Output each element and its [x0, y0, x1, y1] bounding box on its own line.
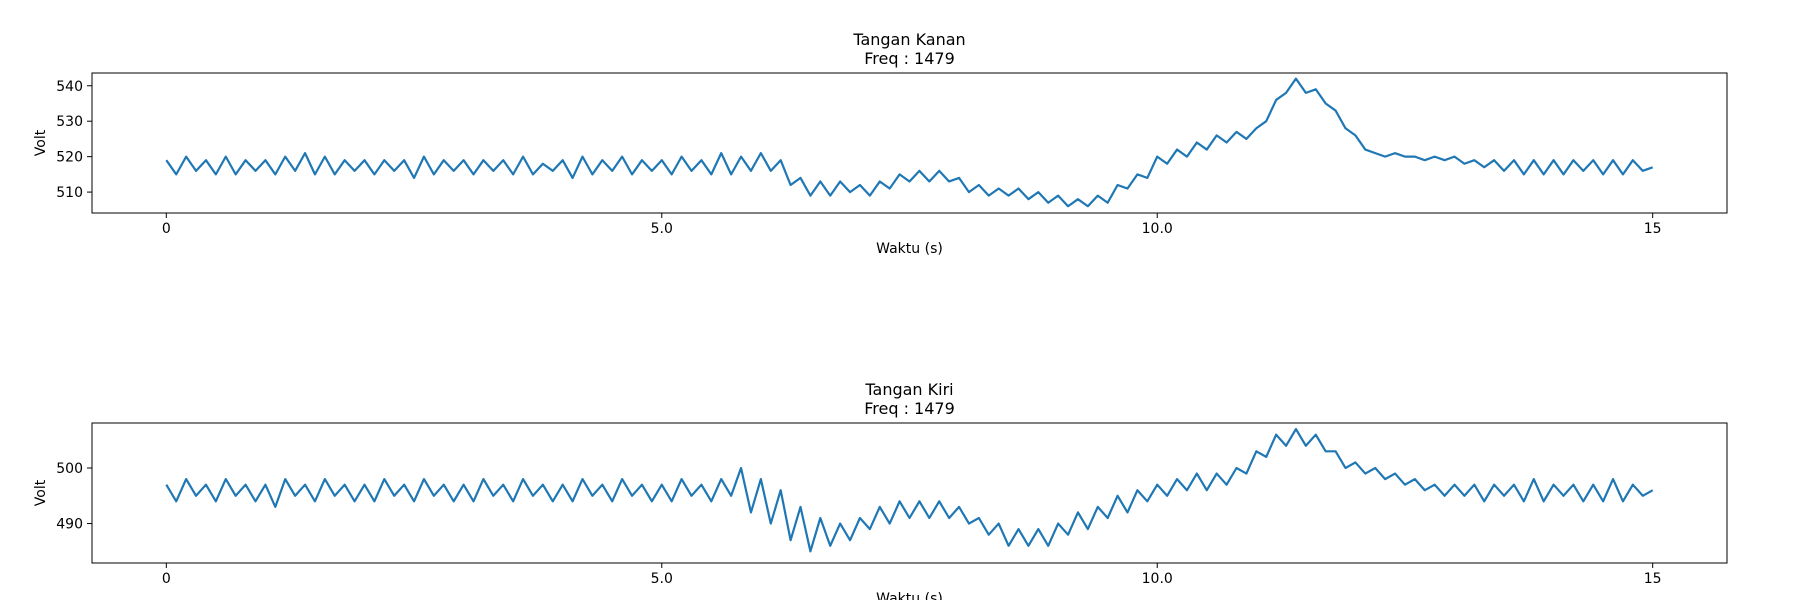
chart-subtitle: Freq : 1479: [864, 399, 955, 418]
y-tick-label: 490: [56, 517, 83, 533]
y-axis-label: Volt: [33, 479, 49, 506]
x-tick-label: 5.0: [651, 221, 673, 237]
plot-frame: [91, 422, 1728, 564]
x-tick-label: 10.0: [1142, 221, 1173, 237]
y-tick-label: 540: [56, 79, 83, 95]
x-tick-label: 10.0: [1142, 571, 1173, 587]
x-tick-label: 15: [1644, 571, 1662, 587]
y-tick-label: 500: [56, 461, 83, 477]
x-tick-label: 0: [162, 571, 171, 587]
chart-title: Tangan Kanan: [852, 30, 965, 49]
x-tick-label: 15: [1644, 221, 1662, 237]
signal-line: [165, 77, 1654, 208]
y-tick-label: 530: [56, 114, 83, 130]
y-tick-label: 520: [56, 150, 83, 166]
plot-frame: [91, 72, 1728, 214]
y-tick-label: 510: [56, 185, 83, 201]
x-axis-label: Waktu (s): [876, 591, 943, 600]
signal-line: [165, 428, 1654, 553]
x-tick-label: 0: [162, 221, 171, 237]
x-axis-label: Waktu (s): [876, 241, 943, 257]
chart-title: Tangan Kiri: [864, 380, 953, 399]
y-axis-label: Volt: [33, 129, 49, 156]
chart-subtitle: Freq : 1479: [864, 49, 955, 68]
x-tick-label: 5.0: [651, 571, 673, 587]
